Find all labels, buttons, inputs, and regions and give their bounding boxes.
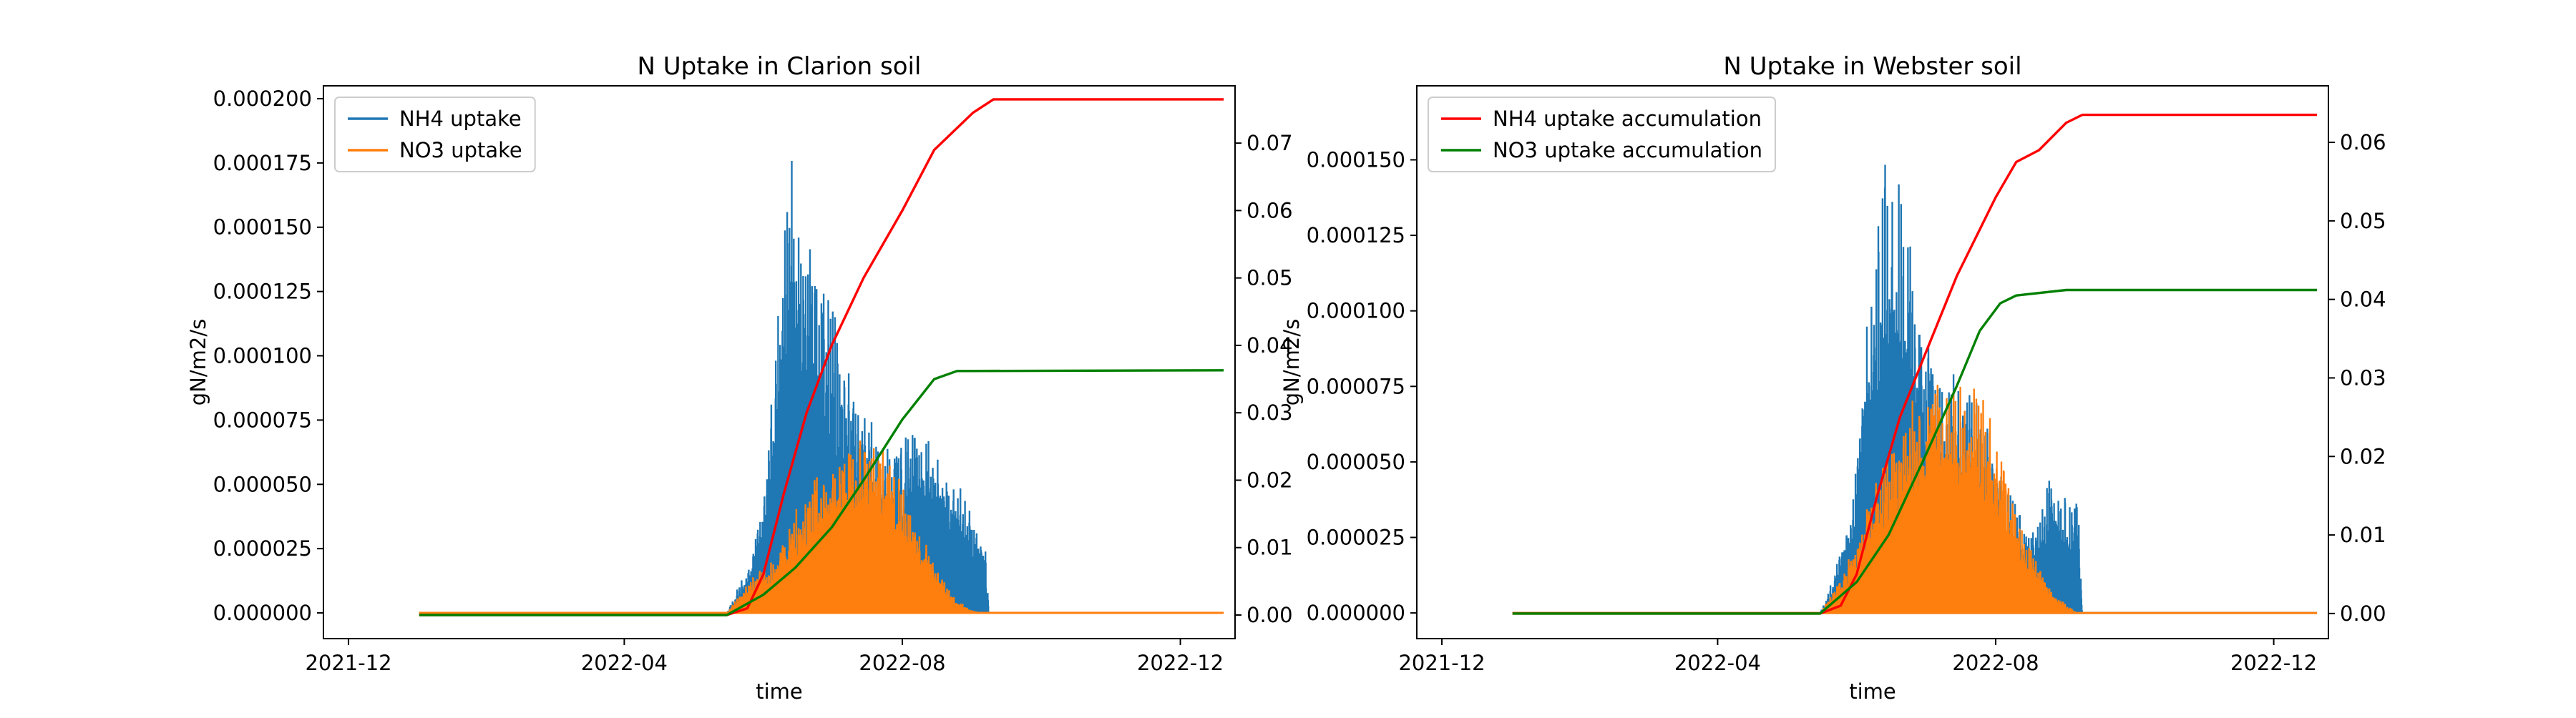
y-tick-label: 0.000175 bbox=[213, 151, 312, 175]
y-tick-label: 0.000025 bbox=[1307, 525, 1405, 549]
chart-title: N Uptake in Clarion soil bbox=[638, 52, 922, 81]
series-no3-uptake bbox=[726, 441, 982, 613]
axes-frame bbox=[1416, 85, 2329, 639]
x-axis-label: time bbox=[756, 679, 803, 704]
series-no3-uptake-accumulation bbox=[1512, 288, 2318, 615]
y-tick-label: 0.000125 bbox=[1307, 223, 1405, 247]
y-axis-label: gN/m2/s bbox=[186, 319, 210, 405]
x-tick-label: 2021-12 bbox=[1398, 651, 1485, 675]
chart-panel-2: 2021-12 2022-04 2022-08 2022-12 0.000000 0.00… bbox=[1279, 52, 2386, 704]
series-no3-uptake bbox=[1819, 385, 2079, 614]
y-tick-label: 0.000025 bbox=[213, 536, 312, 561]
legend: NH4 uptake accumulation NO3 uptake accumu… bbox=[1428, 97, 1776, 172]
series-nh4-uptake-accumulation bbox=[419, 98, 1224, 616]
plot-area bbox=[419, 98, 1224, 616]
y2-tick-label: 0.02 bbox=[2340, 444, 2386, 468]
y-tick-label: 0.000000 bbox=[213, 601, 312, 625]
y2-tick-label: 0.00 bbox=[2340, 601, 2386, 626]
y-tick-label: 0.000050 bbox=[1307, 450, 1405, 474]
y2-tick-label: 0.05 bbox=[2340, 209, 2386, 233]
y2-tick-label: 0.05 bbox=[1246, 266, 1293, 290]
y2-tick-label: 0.01 bbox=[1246, 536, 1293, 560]
series-no3-uptake-accumulation bbox=[419, 369, 1224, 616]
legend-frame bbox=[1428, 97, 1776, 172]
legend-entry: NO3 uptake accumulation bbox=[1493, 138, 1762, 162]
y2-tick-label: 0.04 bbox=[1246, 333, 1293, 358]
y-tick-label: 0.000050 bbox=[213, 472, 312, 496]
y-tick-label: 0.000075 bbox=[213, 408, 312, 432]
legend-entry: NH4 uptake bbox=[399, 107, 522, 131]
x-tick-label: 2021-12 bbox=[305, 651, 391, 675]
y-tick-label: 0.000150 bbox=[1307, 147, 1405, 172]
legend-entry: NH4 uptake accumulation bbox=[1493, 107, 1762, 131]
y-tick-label: 0.000100 bbox=[213, 344, 312, 368]
y-tick-label: 0.000075 bbox=[1307, 374, 1405, 398]
chart-panel-1: 2021-12 2022-04 2022-08 2022-12 0.000000 0.00… bbox=[186, 52, 1293, 704]
y-tick-label: 0.000200 bbox=[213, 87, 312, 111]
y2-tick-label: 0.04 bbox=[2340, 287, 2386, 312]
plot-area bbox=[1512, 113, 2318, 615]
y2-tick-label: 0.06 bbox=[2340, 130, 2386, 154]
y-tick-label: 0.000000 bbox=[1307, 601, 1405, 625]
y-axis-label: gN/m2/s bbox=[1279, 319, 1304, 405]
y2-tick-label: 0.02 bbox=[1246, 468, 1293, 492]
y2-tick-label: 0.03 bbox=[2340, 365, 2386, 390]
chart-title: N Uptake in Webster soil bbox=[1723, 52, 2021, 81]
x-tick-label: 2022-04 bbox=[581, 651, 668, 675]
x-tick-label: 2022-08 bbox=[1952, 651, 2039, 675]
y2-tick-label: 0.06 bbox=[1246, 198, 1293, 222]
y-tick-label: 0.000150 bbox=[213, 215, 312, 240]
x-tick-label: 2022-08 bbox=[859, 651, 945, 675]
x-tick-label: 2022-12 bbox=[1137, 651, 1224, 675]
y-tick-label: 0.000100 bbox=[1307, 299, 1405, 323]
y2-tick-label: 0.03 bbox=[1246, 400, 1293, 425]
x-tick-label: 2022-04 bbox=[1674, 651, 1761, 675]
x-tick-label: 2022-12 bbox=[2230, 651, 2317, 675]
y2-tick-label: 0.00 bbox=[1246, 603, 1293, 627]
legend: NH4 uptake NO3 uptake bbox=[334, 97, 536, 172]
y-tick-label: 0.000125 bbox=[213, 280, 312, 304]
legend-entry: NO3 uptake bbox=[399, 138, 522, 162]
series-nh4-uptake-accumulation bbox=[1512, 113, 2318, 615]
y2-tick-label: 0.07 bbox=[1246, 131, 1293, 155]
axes-frame bbox=[323, 85, 1236, 639]
y2-tick-label: 0.01 bbox=[2340, 523, 2386, 547]
x-axis-label: time bbox=[1849, 679, 1896, 704]
legend-frame bbox=[334, 97, 536, 172]
